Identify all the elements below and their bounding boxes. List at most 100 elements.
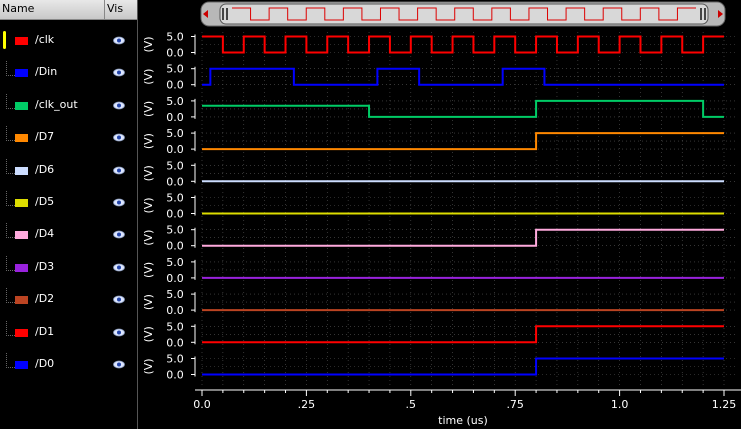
scroll-right-arrow-icon[interactable] bbox=[718, 10, 723, 18]
tree-connector bbox=[6, 353, 15, 368]
signal-row-d6[interactable]: /D6 bbox=[0, 158, 138, 191]
vis-column-header[interactable]: Vis bbox=[107, 2, 124, 15]
visibility-eye-icon[interactable] bbox=[113, 36, 125, 45]
signal-color-swatch[interactable] bbox=[15, 296, 28, 305]
signal-row-d1[interactable]: /D1 bbox=[0, 320, 138, 353]
tree-connector bbox=[6, 191, 15, 206]
visibility-eye-icon[interactable] bbox=[113, 263, 125, 272]
y-tick-label-max: 5.0 bbox=[166, 320, 184, 333]
signal-color-swatch[interactable] bbox=[15, 328, 28, 337]
visibility-eye-icon[interactable] bbox=[113, 230, 125, 239]
signal-row-d2[interactable]: /D2 bbox=[0, 288, 138, 320]
selection-marker bbox=[3, 31, 6, 49]
tree-connector bbox=[6, 288, 15, 304]
y-tick-label-max: 5.0 bbox=[166, 288, 184, 301]
name-column-header[interactable]: Name bbox=[0, 0, 105, 19]
scroll-thumb[interactable] bbox=[219, 3, 709, 25]
y-tick-label-max: 5.0 bbox=[166, 127, 184, 140]
visibility-eye-icon[interactable] bbox=[113, 328, 125, 337]
visibility-eye-icon[interactable] bbox=[113, 198, 125, 207]
tree-connector bbox=[6, 93, 15, 109]
signal-list-panel: Name Vis /clk/Din/clk_out/D7/D6/D5/D4/D3… bbox=[0, 0, 138, 429]
visibility-eye-icon[interactable] bbox=[113, 295, 125, 304]
visibility-eye-icon[interactable] bbox=[113, 101, 125, 110]
x-tick-label: .25 bbox=[298, 398, 316, 411]
signal-color-swatch[interactable] bbox=[15, 101, 28, 110]
y-tick-label-max: 5.0 bbox=[166, 192, 184, 205]
waveform-trace-d1 bbox=[202, 325, 724, 344]
x-tick-label: 1.0 bbox=[611, 398, 629, 411]
waveform-trace-d7 bbox=[202, 132, 724, 151]
x-tick-label: 1.25 bbox=[712, 398, 737, 411]
y-tick-label-max: 5.0 bbox=[166, 31, 184, 44]
visibility-eye-icon[interactable] bbox=[113, 133, 125, 142]
signal-color-swatch[interactable] bbox=[15, 361, 28, 369]
y-axis-unit-label: (V) bbox=[142, 36, 155, 52]
y-axis-unit-label: (V) bbox=[142, 101, 155, 117]
scroll-left-arrow-icon[interactable] bbox=[203, 10, 208, 18]
signal-name-label: /D3 bbox=[35, 259, 55, 273]
signal-name-label: /D6 bbox=[35, 162, 55, 176]
y-axis-unit-label: (V) bbox=[142, 197, 155, 213]
signal-name-label: /D7 bbox=[35, 130, 55, 144]
tree-connector bbox=[6, 61, 15, 77]
y-tick-label-max: 5.0 bbox=[166, 63, 184, 76]
signal-row-clk[interactable]: /clk bbox=[0, 29, 138, 61]
x-axis-label: time (us) bbox=[438, 414, 488, 427]
y-axis-unit-label: (V) bbox=[142, 133, 155, 149]
signal-row-d3[interactable]: /D3 bbox=[0, 255, 138, 288]
signal-row-d4[interactable]: /D4 bbox=[0, 223, 138, 255]
y-tick-label-min: 0.0 bbox=[166, 111, 184, 124]
signal-row-d5[interactable]: /D5 bbox=[0, 191, 138, 223]
y-axis-unit-label: (V) bbox=[142, 326, 155, 342]
y-tick-label-min: 0.0 bbox=[166, 240, 184, 253]
signal-name-label: /D4 bbox=[35, 227, 55, 241]
visibility-eye-icon[interactable] bbox=[113, 68, 125, 77]
y-tick-label-min: 0.0 bbox=[166, 304, 184, 317]
signal-color-swatch[interactable] bbox=[15, 263, 28, 272]
y-tick-label-min: 0.0 bbox=[166, 208, 184, 221]
scroll-right-grip-icon[interactable] bbox=[700, 8, 706, 20]
signal-color-swatch[interactable] bbox=[15, 166, 28, 175]
signal-color-swatch[interactable] bbox=[15, 37, 28, 45]
y-tick-label-max: 5.0 bbox=[166, 95, 184, 108]
signal-row-din[interactable]: /Din bbox=[0, 61, 138, 93]
y-tick-label-min: 0.0 bbox=[166, 47, 184, 60]
waveform-trace-din bbox=[202, 67, 724, 86]
tree-connector bbox=[6, 255, 15, 271]
signal-name-label: /Din bbox=[35, 65, 58, 79]
y-tick-label-max: 5.0 bbox=[166, 256, 184, 269]
y-tick-label-max: 5.0 bbox=[166, 353, 184, 366]
y-axis-unit-label: (V) bbox=[142, 294, 155, 310]
y-axis-unit-label: (V) bbox=[142, 69, 155, 85]
waveform-trace-clk-out bbox=[202, 99, 724, 118]
signal-color-swatch[interactable] bbox=[15, 69, 28, 78]
y-tick-label-max: 5.0 bbox=[166, 224, 184, 237]
x-tick-label: .75 bbox=[506, 398, 524, 411]
y-tick-label-min: 0.0 bbox=[166, 272, 184, 285]
scroll-left-grip-icon[interactable] bbox=[222, 8, 228, 20]
signal-color-swatch[interactable] bbox=[15, 134, 28, 143]
tree-connector bbox=[6, 158, 15, 174]
tree-connector bbox=[6, 223, 15, 239]
waveform-trace-clk bbox=[202, 35, 724, 54]
x-tick-label: 0.0 bbox=[193, 398, 211, 411]
signal-color-swatch[interactable] bbox=[15, 199, 28, 207]
y-axis-unit-label: (V) bbox=[142, 358, 155, 374]
y-axis-unit-label: (V) bbox=[142, 262, 155, 278]
signal-row-d0[interactable]: /D0 bbox=[0, 353, 138, 385]
visibility-eye-icon[interactable] bbox=[113, 166, 125, 175]
signal-row-clk-out[interactable]: /clk_out bbox=[0, 93, 138, 126]
waveform-trace-d4 bbox=[202, 228, 724, 247]
scroll-overview-wave bbox=[232, 7, 696, 21]
signal-row-d7[interactable]: /D7 bbox=[0, 126, 138, 158]
panel-divider[interactable] bbox=[137, 0, 138, 429]
time-scrollbar[interactable] bbox=[198, 0, 728, 28]
signal-name-label: /D5 bbox=[35, 195, 55, 208]
visibility-eye-icon[interactable] bbox=[113, 360, 125, 369]
y-tick-label-min: 0.0 bbox=[166, 369, 184, 382]
y-tick-label-min: 0.0 bbox=[166, 336, 184, 349]
y-tick-label-min: 0.0 bbox=[166, 143, 184, 156]
signal-color-swatch[interactable] bbox=[15, 231, 28, 240]
y-axis-unit-label: (V) bbox=[142, 165, 155, 181]
